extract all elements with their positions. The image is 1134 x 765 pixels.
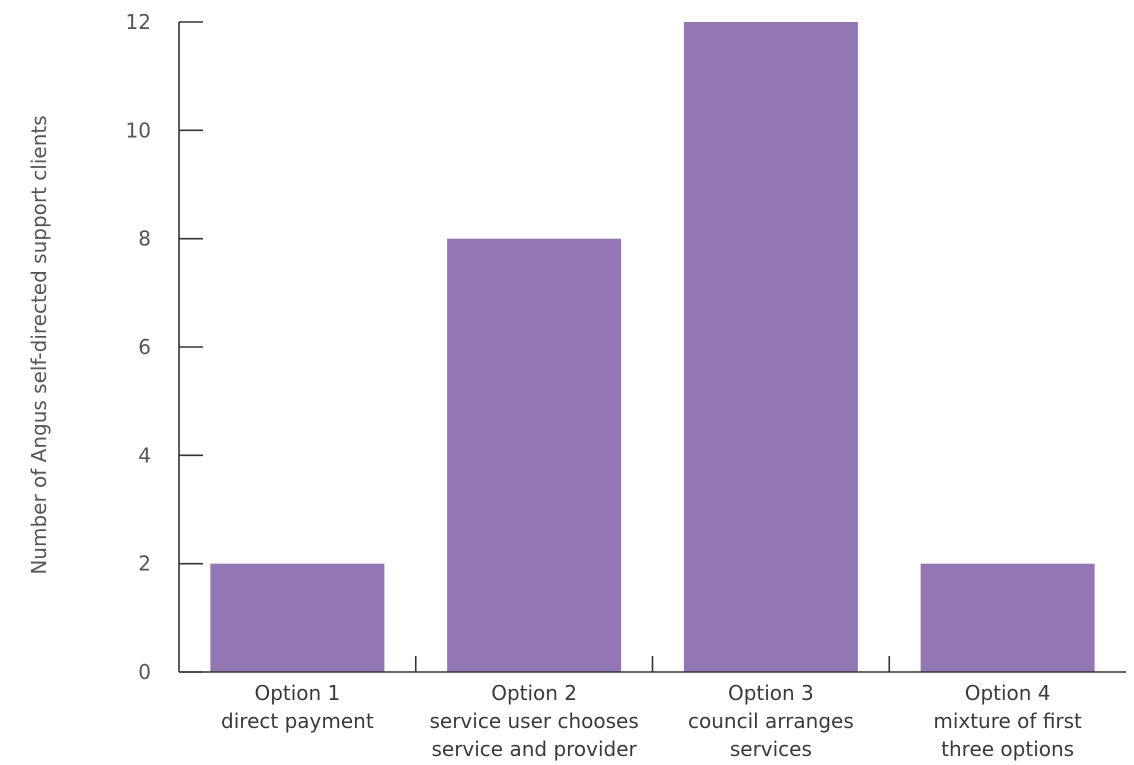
bar — [210, 563, 385, 672]
x-tick-label: Option 4 mixture of first three options — [933, 681, 1082, 761]
y-tick-label: 10 — [126, 118, 151, 142]
bar — [920, 563, 1095, 672]
bar — [447, 238, 622, 672]
x-axis-labels: Option 1 direct payment Option 2 service us… — [221, 681, 1082, 761]
bars — [210, 22, 1095, 672]
y-tick-label: 6 — [138, 335, 151, 359]
x-tick-label: Option 2 service user chooses service and … — [429, 681, 638, 761]
y-axis-title: Number of Angus self-directed support cl… — [27, 115, 51, 574]
bar — [683, 22, 858, 672]
x-tick-label: Option 3 council arranges services — [688, 681, 854, 761]
y-tick-label: 2 — [138, 552, 151, 576]
y-tick-label: 8 — [138, 227, 151, 251]
y-tick-label: 12 — [126, 10, 151, 34]
x-axis — [179, 656, 1126, 673]
y-tick-label: 4 — [138, 443, 151, 467]
y-axis: 0 2 4 6 8 10 12 — [126, 10, 203, 684]
x-tick-label: Option 1 direct payment — [221, 681, 374, 733]
y-tick-label: 0 — [138, 660, 151, 684]
